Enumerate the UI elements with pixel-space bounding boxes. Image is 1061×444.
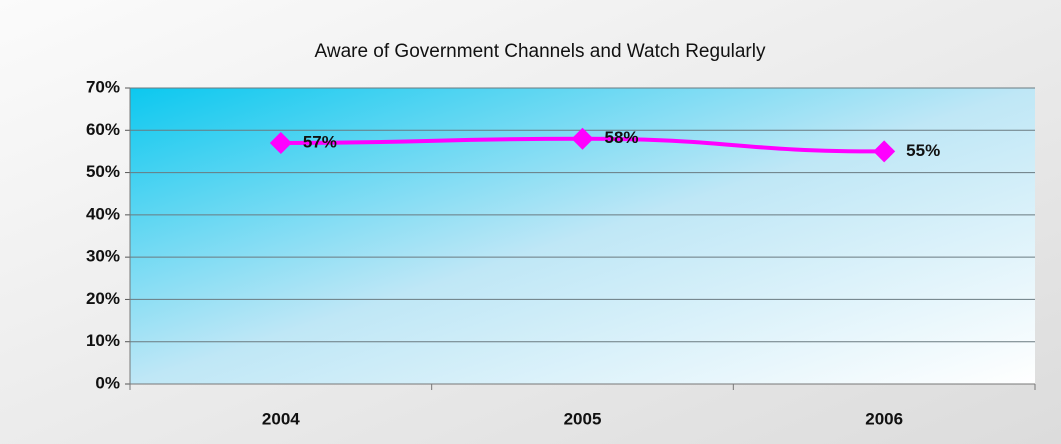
- y-tick-label: 50%: [86, 162, 120, 181]
- marker: [873, 140, 896, 163]
- y-tick-label: 70%: [86, 77, 120, 96]
- chart-title: Aware of Government Channels and Watch R…: [315, 41, 766, 62]
- data-label: 55%: [906, 141, 940, 160]
- y-tick-label: 60%: [86, 120, 120, 139]
- y-tick-label: 40%: [86, 204, 120, 223]
- y-tick-label: 30%: [86, 247, 120, 266]
- x-tick-label: 2006: [865, 409, 903, 428]
- data-label: 58%: [605, 128, 639, 147]
- marker: [269, 131, 292, 154]
- y-tick-label: 10%: [86, 331, 120, 350]
- x-tick-label: 2004: [262, 409, 300, 428]
- data-label: 57%: [303, 132, 337, 151]
- y-tick-label: 20%: [86, 289, 120, 308]
- marker: [571, 127, 594, 150]
- x-tick-label: 2005: [564, 409, 602, 428]
- y-tick-label: 0%: [95, 373, 120, 392]
